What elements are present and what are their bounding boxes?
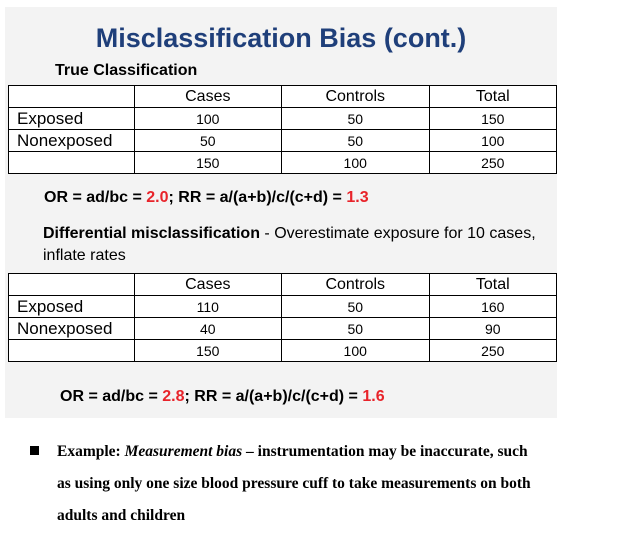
note-line-3: adults and children xyxy=(57,507,186,524)
slide-title: Misclassification Bias (cont.) xyxy=(95,23,467,53)
header-cell: Controls xyxy=(280,273,430,296)
table-cell: 50 xyxy=(133,129,282,152)
table-cell: 160 xyxy=(428,295,557,318)
table-header-row: Cases Controls Total xyxy=(8,85,557,108)
row-label: Exposed xyxy=(8,107,135,130)
header-cell: Controls xyxy=(280,85,430,108)
table-cell: 250 xyxy=(428,151,557,174)
table-cell: 100 xyxy=(428,129,557,152)
or-label: OR = ad/bc = xyxy=(60,388,163,405)
header-cell: Cases xyxy=(133,273,282,296)
table-row: Nonexposed 40 50 90 xyxy=(8,317,557,340)
square-bullet-icon xyxy=(30,446,39,455)
rr-label: ; RR = a/(a+b)/c/(c+d) = xyxy=(168,189,347,206)
differential-description: - Overestimate exposure for 10 cases, in… xyxy=(43,225,536,264)
rr-value: 1.6 xyxy=(362,388,385,405)
header-cell xyxy=(8,273,135,296)
differential-heading: Differential misclassification xyxy=(43,225,260,242)
note-lead: Example: xyxy=(57,443,125,460)
note-line-2: as using only one size blood pressure cu… xyxy=(57,475,531,492)
table-cell: 110 xyxy=(133,295,282,318)
table-cell: 100 xyxy=(280,339,430,362)
header-cell xyxy=(8,85,135,108)
table-row: Exposed 110 50 160 xyxy=(8,295,557,318)
note-rest: – instrumentation may be inaccurate, suc… xyxy=(242,443,528,460)
example-note: Example: Measurement bias – instrumentat… xyxy=(30,436,625,532)
true-classification-table: Cases Controls Total Exposed 100 50 150 … xyxy=(8,85,557,174)
or-value: 2.8 xyxy=(162,388,185,405)
table-cell: 50 xyxy=(280,107,430,130)
note-italic: Measurement bias xyxy=(124,443,243,460)
row-label xyxy=(8,339,135,362)
header-cell: Cases xyxy=(133,85,282,108)
row-label: Nonexposed xyxy=(8,317,135,340)
header-cell: Total xyxy=(428,85,557,108)
table-row: 150 100 250 xyxy=(8,339,557,362)
table-row: 150 100 250 xyxy=(8,151,557,174)
table-row: Nonexposed 50 50 100 xyxy=(8,129,557,152)
row-label: Exposed xyxy=(8,295,135,318)
odds-ratio-formula-differential: OR = ad/bc = 2.8; RR = a/(a+b)/c/(c+d) =… xyxy=(60,388,385,406)
table-cell: 150 xyxy=(133,151,282,174)
or-label: OR = ad/bc = xyxy=(44,189,147,206)
table-cell: 250 xyxy=(428,339,557,362)
note-line-1: Example: Measurement bias – instrumentat… xyxy=(57,436,625,468)
true-classification-heading: True Classification xyxy=(55,62,198,79)
or-value: 2.0 xyxy=(146,189,169,206)
rr-value: 1.3 xyxy=(346,189,369,206)
differential-misclassification-text: Differential misclassification - Overest… xyxy=(43,223,543,267)
table-cell: 150 xyxy=(428,107,557,130)
table-cell: 50 xyxy=(280,295,430,318)
table-header-row: Cases Controls Total xyxy=(8,273,557,296)
row-label: Nonexposed xyxy=(8,129,135,152)
table-cell: 150 xyxy=(133,339,282,362)
table-cell: 90 xyxy=(428,317,557,340)
table-cell: 50 xyxy=(280,129,430,152)
table-cell: 100 xyxy=(133,107,282,130)
table-cell: 50 xyxy=(280,317,430,340)
odds-ratio-formula-true: OR = ad/bc = 2.0; RR = a/(a+b)/c/(c+d) =… xyxy=(44,189,369,207)
differential-misclassification-table: Cases Controls Total Exposed 110 50 160 … xyxy=(8,273,557,362)
table-cell: 100 xyxy=(280,151,430,174)
rr-label: ; RR = a/(a+b)/c/(c+d) = xyxy=(184,388,363,405)
row-label xyxy=(8,151,135,174)
table-cell: 40 xyxy=(133,317,282,340)
slide: Misclassification Bias (cont.) True Clas… xyxy=(5,7,557,418)
table-row: Exposed 100 50 150 xyxy=(8,107,557,130)
header-cell: Total xyxy=(428,273,557,296)
